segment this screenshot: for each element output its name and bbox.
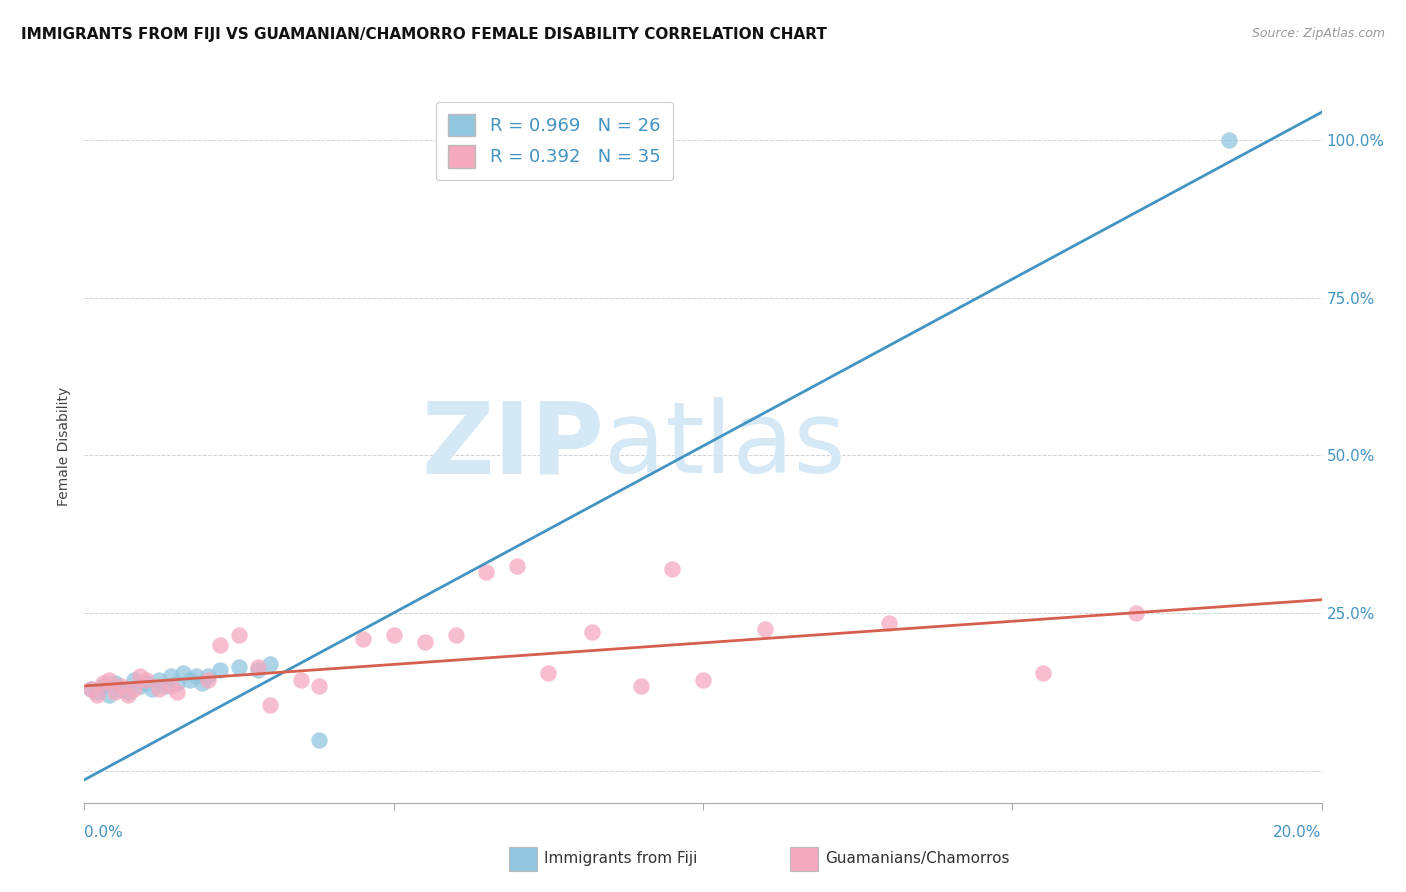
Point — [135, 673, 157, 687]
Point — [91, 679, 114, 693]
Text: 0.0%: 0.0% — [84, 825, 124, 840]
Point — [160, 679, 183, 693]
Point — [630, 679, 652, 693]
Point — [135, 675, 157, 690]
Point — [228, 628, 250, 642]
Point — [209, 638, 232, 652]
Point — [98, 689, 121, 703]
Point — [308, 679, 330, 693]
Point — [259, 657, 281, 671]
Point — [184, 669, 207, 683]
Point — [506, 559, 529, 574]
Point — [153, 679, 176, 693]
Point — [877, 615, 900, 630]
Point — [259, 698, 281, 712]
Point — [692, 673, 714, 687]
Text: Source: ZipAtlas.com: Source: ZipAtlas.com — [1251, 27, 1385, 40]
Point — [148, 682, 170, 697]
Point — [581, 625, 603, 640]
Point — [79, 682, 101, 697]
Point — [197, 669, 219, 683]
Point — [79, 682, 101, 697]
Point — [91, 675, 114, 690]
Point — [86, 685, 108, 699]
Point — [129, 679, 152, 693]
Y-axis label: Female Disability: Female Disability — [58, 386, 72, 506]
Point — [110, 679, 132, 693]
Point — [382, 628, 405, 642]
Text: 20.0%: 20.0% — [1274, 825, 1322, 840]
Point — [160, 669, 183, 683]
Point — [117, 685, 139, 699]
Point — [117, 689, 139, 703]
Text: Guamanians/Chamorros: Guamanians/Chamorros — [825, 852, 1010, 866]
Legend: R = 0.969   N = 26, R = 0.392   N = 35: R = 0.969 N = 26, R = 0.392 N = 35 — [436, 102, 673, 180]
Point — [122, 682, 145, 697]
Point — [166, 685, 188, 699]
Point — [104, 685, 127, 699]
Point — [179, 673, 201, 687]
Text: atlas: atlas — [605, 398, 845, 494]
Point — [141, 682, 163, 697]
Point — [228, 660, 250, 674]
Point — [352, 632, 374, 646]
Point — [537, 666, 560, 681]
Point — [86, 689, 108, 703]
Point — [166, 675, 188, 690]
Point — [104, 675, 127, 690]
Point — [197, 673, 219, 687]
Point — [308, 732, 330, 747]
Point — [1125, 607, 1147, 621]
Point — [1218, 133, 1240, 147]
Text: Immigrants from Fiji: Immigrants from Fiji — [544, 852, 697, 866]
Point — [246, 660, 269, 674]
Point — [661, 562, 683, 576]
Point — [290, 673, 312, 687]
Point — [148, 673, 170, 687]
Point — [129, 669, 152, 683]
Point — [98, 673, 121, 687]
Text: IMMIGRANTS FROM FIJI VS GUAMANIAN/CHAMORRO FEMALE DISABILITY CORRELATION CHART: IMMIGRANTS FROM FIJI VS GUAMANIAN/CHAMOR… — [21, 27, 827, 42]
Point — [754, 622, 776, 636]
Point — [246, 663, 269, 677]
Point — [444, 628, 467, 642]
Text: ZIP: ZIP — [422, 398, 605, 494]
Point — [1032, 666, 1054, 681]
Point — [122, 673, 145, 687]
Point — [110, 682, 132, 697]
Point — [475, 566, 498, 580]
Point — [209, 663, 232, 677]
Point — [172, 666, 194, 681]
Point — [413, 634, 436, 648]
Point — [191, 675, 214, 690]
